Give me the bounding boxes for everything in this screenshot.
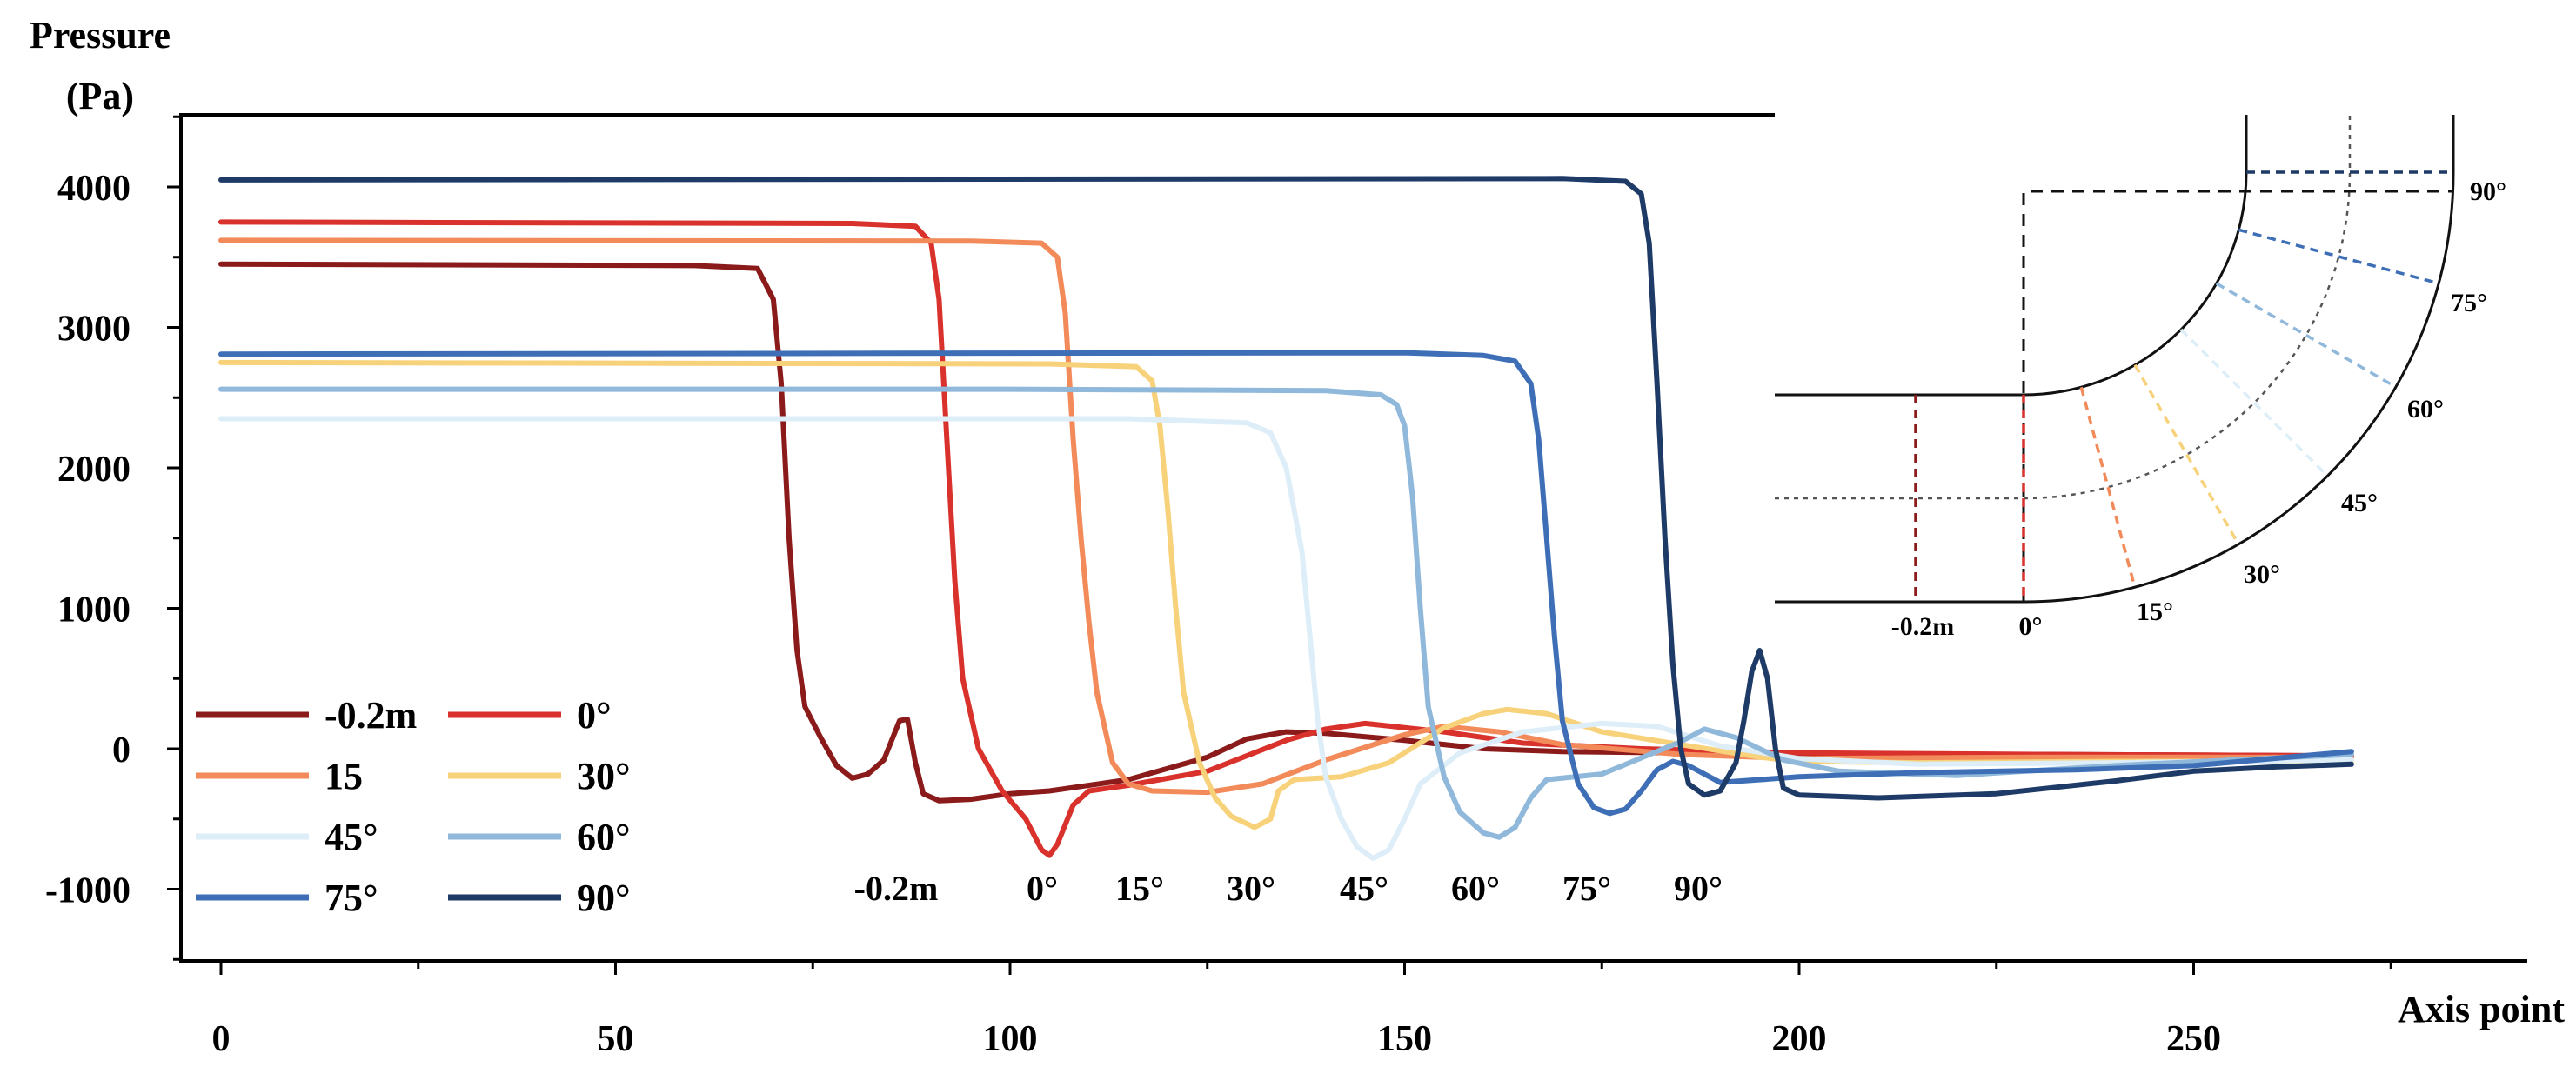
inset-cut-60 (2215, 282, 2397, 389)
legend-label: 30° (577, 755, 631, 797)
inset-label-0: 0° (2019, 612, 2043, 641)
annotation-75: 75° (1562, 869, 1611, 908)
series-lines (218, 176, 2354, 861)
series-line-2 (218, 237, 2354, 796)
inset-label-90: 90° (2470, 177, 2506, 206)
legend: -0.2m 0° 15 30° 45° 60° 75° 90° (196, 694, 631, 919)
curve-annotations: -0.2m 0° 15° 30° 45° 60° 75° 90° (854, 869, 1723, 908)
inset-label-60: 60° (2407, 395, 2444, 423)
legend-label: 90° (577, 877, 631, 919)
series-line-7 (218, 176, 2354, 801)
y-ticks: -1000 0 1000 2000 3000 4000 (45, 115, 181, 961)
x-tick-label: 0 (212, 1019, 231, 1059)
x-tick-label: 250 (2166, 1019, 2221, 1059)
annotation-neg02m: -0.2m (854, 869, 939, 908)
y-tick-label: -1000 (45, 871, 130, 911)
y-tick-label: 4000 (57, 169, 130, 209)
inset-cut-45 (2179, 328, 2329, 477)
inset-cut-75 (2238, 228, 2439, 285)
y-tick-label: 2000 (57, 450, 130, 490)
pipe-elbow-inset: -0.2m 0° 15° 30° 45° 60° 75° 90° (1775, 115, 2506, 641)
inset-section-cuts (1914, 170, 2453, 602)
y-tick-label: 0 (112, 730, 130, 770)
legend-label: 15 (325, 755, 363, 797)
inset-inner-wall (1775, 115, 2248, 397)
series-line-5 (218, 386, 2354, 840)
annotation-0: 0° (1027, 869, 1058, 908)
legend-label: -0.2m (325, 694, 417, 737)
inset-label-45: 45° (2341, 489, 2378, 517)
inset-reference-frame (2022, 190, 2453, 602)
y-axis-title-line2: (Pa) (66, 75, 134, 117)
inset-cut-30 (2133, 363, 2240, 545)
legend-label: 0° (577, 694, 612, 737)
x-tick-label: 50 (598, 1019, 634, 1059)
inset-label-30: 30° (2244, 560, 2280, 589)
annotation-30: 30° (1227, 869, 1275, 908)
x-ticks: 0 50 100 150 200 250 (212, 961, 2392, 1059)
x-tick-label: 150 (1377, 1019, 1432, 1059)
inset-label-neg02m: -0.2m (1891, 612, 1954, 641)
inset-centerline (1775, 115, 2352, 500)
legend-label: 60° (577, 816, 631, 858)
annotation-60: 60° (1451, 869, 1500, 908)
series-line-4 (218, 416, 2354, 861)
x-tick-label: 200 (1772, 1019, 1827, 1059)
legend-label: 75° (325, 877, 378, 919)
y-axis-title-line1: Pressure (30, 14, 171, 57)
series-line-6 (218, 350, 2354, 817)
inset-label-15: 15° (2137, 597, 2173, 626)
inset-outer-wall (1775, 115, 2455, 604)
annotation-90: 90° (1674, 869, 1723, 908)
x-axis-title: Axis point (2398, 988, 2565, 1030)
annotation-15: 15° (1115, 869, 1164, 908)
series-line-0 (218, 261, 2354, 804)
y-tick-label: 3000 (57, 310, 130, 350)
x-tick-label: 100 (983, 1019, 1038, 1059)
inset-cut-15 (2079, 386, 2137, 588)
inset-label-75: 75° (2451, 289, 2487, 317)
legend-label: 45° (325, 816, 378, 858)
annotation-45: 45° (1340, 869, 1388, 908)
y-tick-label: 1000 (57, 590, 130, 630)
series-line-3 (218, 359, 2354, 830)
